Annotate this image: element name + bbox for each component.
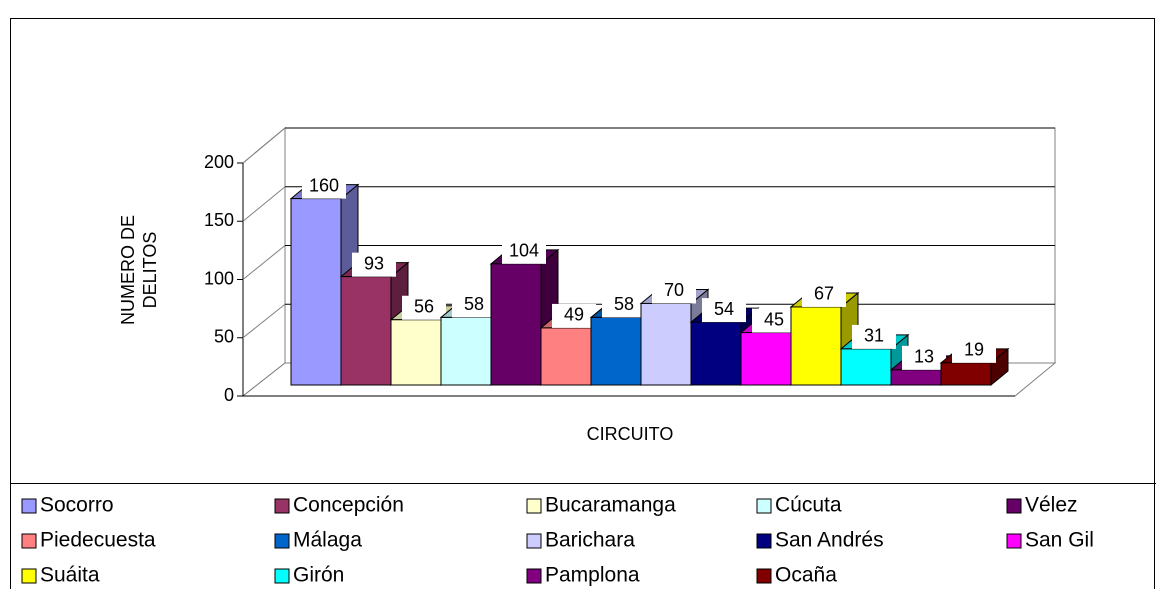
value-label: 58: [614, 294, 634, 314]
legend-swatch: [526, 568, 542, 584]
value-label-box: [352, 252, 396, 277]
legend-label: Málaga: [293, 529, 362, 552]
value-label: 58: [464, 294, 484, 314]
legend-swatch: [526, 498, 542, 514]
value-label: 67: [814, 284, 834, 304]
legend-label: Ocaña: [775, 564, 837, 587]
value-label: 56: [414, 297, 434, 317]
grid-line: [242, 186, 286, 222]
bar: [540, 327, 592, 386]
bar: [690, 321, 742, 386]
y-tick-label: 100: [204, 268, 234, 288]
grid-line: [242, 303, 286, 339]
legend-label: Barichara: [545, 529, 635, 552]
y-tick-label: 50: [214, 327, 234, 347]
legend-label: Concepción: [293, 494, 404, 517]
bar: [390, 319, 442, 386]
grid-line: [242, 245, 286, 280]
value-label: 31: [864, 326, 884, 346]
value-label-box: [452, 293, 496, 318]
legend-label: Cúcuta: [775, 494, 842, 517]
value-label: 104: [509, 241, 539, 261]
value-label: 160: [309, 175, 339, 195]
y-tick-label: 150: [204, 210, 234, 230]
legend-swatch: [274, 498, 290, 514]
legend-swatch: [21, 533, 37, 549]
legend-swatch: [756, 498, 772, 514]
x-axis-title: CIRCUITO: [587, 424, 674, 444]
value-label-box: [752, 308, 796, 333]
legend-swatch: [274, 533, 290, 549]
value-label-box: [902, 345, 946, 370]
legend-swatch: [1006, 533, 1022, 549]
bar: [440, 316, 492, 386]
value-label-box: [602, 293, 646, 318]
y-axis-title: DELITOS: [140, 232, 160, 309]
value-label: 93: [364, 253, 384, 273]
legend-swatch: [526, 533, 542, 549]
bar: [640, 302, 692, 386]
value-label-box: [802, 282, 846, 307]
legend-label: Socorro: [40, 494, 114, 517]
value-label-box: [302, 174, 346, 199]
value-label: 49: [564, 305, 584, 325]
legend-label: Suáita: [40, 564, 100, 587]
legend-label: San Gil: [1025, 529, 1094, 552]
bar: [840, 348, 892, 386]
value-label-box: [702, 298, 746, 323]
y-axis-title: NUMERO DE: [118, 215, 138, 325]
value-label: 54: [714, 299, 734, 319]
legend-swatch: [21, 498, 37, 514]
value-label-box: [652, 279, 696, 304]
y-tick-label: 0: [224, 385, 234, 405]
value-label-box: [952, 338, 996, 363]
legend-label: Piedecuesta: [40, 529, 156, 552]
bar: [340, 276, 392, 386]
value-label-box: [552, 303, 596, 328]
legend-label: Girón: [293, 564, 344, 587]
legend-swatch: [756, 533, 772, 549]
value-label: 45: [764, 309, 784, 329]
value-label-box: [502, 239, 546, 264]
value-label-box: [852, 324, 896, 349]
bar: [790, 306, 842, 386]
legend-swatch: [1006, 498, 1022, 514]
legend-swatch: [21, 568, 37, 584]
bar: [590, 316, 642, 386]
bar: [890, 369, 942, 386]
grid-line: [242, 127, 286, 164]
value-label: 70: [664, 280, 684, 300]
value-label-box: [402, 295, 446, 320]
legend-label: Vélez: [1025, 494, 1078, 517]
legend-label: Pamplona: [545, 564, 640, 587]
legend-swatch: [756, 568, 772, 584]
legend-label: Bucaramanga: [545, 494, 676, 517]
legend-label: San Andrés: [775, 529, 884, 552]
bar: [490, 263, 542, 386]
y-tick-label: 200: [204, 152, 234, 172]
bar: [940, 362, 992, 386]
value-label: 19: [964, 340, 984, 360]
legend-swatch: [274, 568, 290, 584]
bar: [290, 198, 342, 386]
value-label: 13: [914, 347, 934, 367]
bar: [740, 332, 792, 386]
